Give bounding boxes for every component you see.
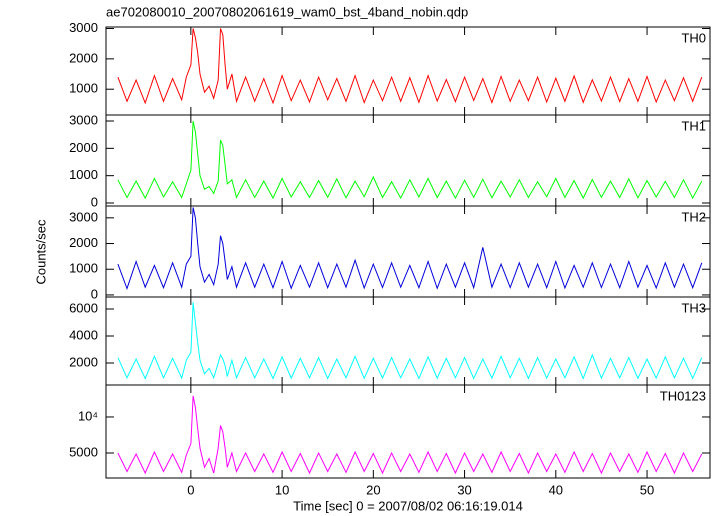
x-tick-label: 50 [640, 482, 654, 497]
y-tick-label: 2000 [69, 235, 98, 250]
panel-frame [105, 205, 711, 298]
panel-label: TH0 [681, 30, 706, 45]
panel-frame [105, 384, 711, 479]
x-tick-label: 10 [275, 482, 289, 497]
light-curve [117, 28, 703, 105]
y-tick-label: 1000 [69, 81, 98, 96]
light-curve [117, 395, 703, 475]
panel-label: TH0123 [660, 388, 706, 403]
panel-label: TH1 [681, 118, 706, 133]
x-tick-label: 30 [457, 482, 471, 497]
y-tick-label: 6000 [69, 300, 98, 315]
x-tick-label: 20 [366, 482, 380, 497]
y-tick-label: 3000 [69, 20, 98, 35]
panel-label: TH3 [681, 300, 706, 315]
y-tick-label: 5000 [69, 444, 98, 459]
x-tick-label: 40 [549, 482, 563, 497]
y-tick-label: 0 [91, 286, 98, 301]
y-tick-label: 1000 [69, 167, 98, 182]
panel-frame [105, 114, 711, 207]
x-tick-label: 0 [187, 482, 194, 497]
y-tick-label: 4000 [69, 327, 98, 342]
y-tick-label: 10⁴ [78, 408, 98, 423]
panel-label: TH2 [681, 209, 706, 224]
light-curve [117, 207, 703, 290]
y-tick-label: 2000 [69, 50, 98, 65]
x-axis-label: Time [sec] 0 = 2007/08/02 06:16:19.014 [293, 498, 523, 513]
y-axis-label: Counts/sec [33, 219, 48, 285]
panel-frame [105, 296, 711, 386]
y-tick-label: 2000 [69, 354, 98, 369]
y-tick-label: 1000 [69, 261, 98, 276]
y-tick-label: 2000 [69, 140, 98, 155]
y-tick-label: 3000 [69, 209, 98, 224]
light-curve [117, 302, 703, 380]
light-curve [117, 120, 703, 200]
chart-title: ae702080010_20070802061619_wam0_bst_4ban… [106, 4, 468, 19]
y-tick-label: 0 [91, 194, 98, 209]
y-tick-label: 3000 [69, 112, 98, 127]
